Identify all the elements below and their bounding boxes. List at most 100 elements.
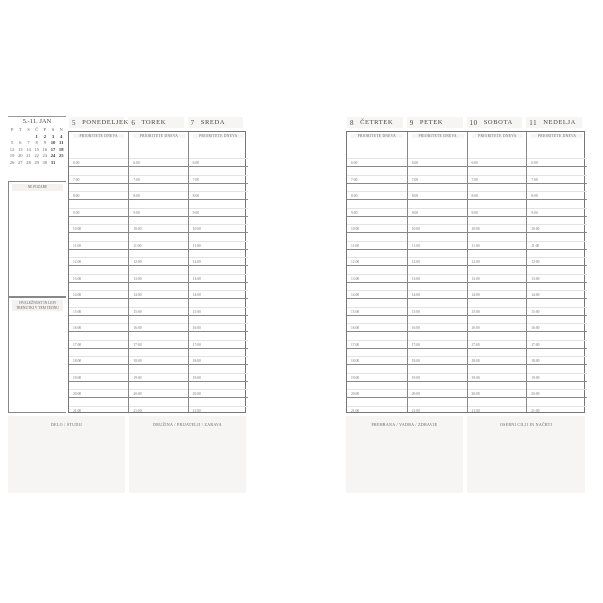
hour-slot[interactable]: 6:00 — [133, 161, 140, 165]
hour-slot[interactable]: 8:00 — [531, 194, 538, 198]
hour-slot[interactable]: 17:00 — [133, 342, 142, 347]
hour-slot[interactable]: 17:00 — [411, 342, 420, 347]
hour-slot[interactable]: 16:00 — [531, 326, 540, 330]
hour-slot[interactable]: 11:00 — [411, 243, 420, 248]
hour-slot[interactable]: 16:00 — [192, 326, 201, 330]
hour-slot[interactable]: 11:00 — [73, 243, 82, 248]
hour-slot[interactable]: 10:00 — [133, 227, 142, 231]
hour-slot[interactable]: 12:00 — [133, 260, 142, 264]
hour-slot[interactable]: 8:00 — [351, 194, 358, 198]
health-box[interactable]: PREHRANA / VADBA / ZDRAVJE — [346, 416, 463, 493]
hour-slot[interactable]: 13:00 — [411, 276, 420, 281]
hour-slot[interactable]: 14:00 — [133, 293, 142, 297]
hour-slot[interactable]: 19:00 — [471, 375, 480, 380]
hour-slot[interactable]: 8:00 — [133, 194, 140, 198]
hour-slot[interactable]: 8:00 — [192, 194, 200, 198]
hour-slot[interactable]: 15:00 — [73, 309, 82, 314]
hour-slot[interactable]: 12:00 — [73, 260, 82, 264]
hour-slot[interactable]: 19:00 — [73, 375, 82, 380]
hour-slot[interactable]: 7:00 — [471, 177, 478, 182]
hour-slot[interactable]: 15:00 — [192, 309, 201, 314]
hour-slot[interactable]: 14:00 — [471, 293, 480, 297]
hour-slot[interactable]: 13:00 — [73, 276, 82, 281]
hour-slot[interactable]: 9:00 — [471, 210, 478, 215]
hour-slot[interactable]: 11:00 — [471, 243, 480, 248]
hour-slot[interactable]: 12:00 — [351, 260, 360, 264]
work-box[interactable]: DELO / ŠTUDIJ — [8, 416, 125, 493]
hour-slot[interactable]: 19:00 — [351, 375, 360, 380]
hour-slot[interactable]: 10:00 — [471, 227, 480, 231]
hour-slot[interactable]: 20:00 — [411, 392, 420, 396]
hour-slot[interactable]: 10:00 — [411, 227, 420, 231]
hour-slot[interactable]: 13:00 — [471, 276, 480, 281]
hour-slot[interactable]: 19:00 — [531, 375, 540, 380]
hour-slot[interactable]: 16:00 — [411, 326, 420, 330]
hour-slot[interactable]: 20:00 — [73, 392, 82, 396]
hour-slot[interactable]: 17:00 — [351, 342, 360, 347]
hour-slot[interactable]: 18:00 — [471, 359, 480, 363]
hour-slot[interactable]: 17:00 — [471, 342, 480, 347]
hour-slot[interactable]: 10:00 — [531, 227, 540, 231]
hour-slot[interactable]: 21:00 — [73, 408, 82, 413]
hour-slot[interactable]: 13:00 — [531, 276, 540, 281]
hour-slot[interactable]: 13:00 — [192, 276, 201, 281]
hour-slot[interactable]: 15:00 — [351, 309, 360, 314]
hour-slot[interactable]: 20:00 — [531, 392, 540, 396]
hour-slot[interactable]: 18:00 — [531, 359, 540, 363]
hour-slot[interactable]: 16:00 — [133, 326, 142, 330]
hour-slot[interactable]: 14:00 — [73, 293, 82, 297]
hour-slot[interactable]: 12:00 — [411, 260, 420, 264]
hour-slot[interactable]: 21:00 — [471, 408, 480, 413]
hour-slot[interactable]: 15:00 — [531, 309, 540, 314]
hour-slot[interactable]: 17:00 — [192, 342, 201, 347]
hour-slot[interactable]: 9:00 — [73, 210, 80, 215]
hour-slot[interactable]: 7:00 — [411, 177, 419, 182]
hour-slot[interactable]: 14:00 — [531, 293, 540, 297]
hour-slot[interactable]: 7:00 — [192, 177, 200, 182]
hour-slot[interactable]: 20:00 — [192, 392, 201, 396]
hour-slot[interactable]: 7:00 — [73, 177, 80, 182]
hour-slot[interactable]: 12:00 — [192, 260, 201, 264]
hour-slot[interactable]: 15:00 — [471, 309, 480, 314]
hour-slot[interactable]: 21:00 — [411, 408, 420, 413]
hour-slot[interactable]: 16:00 — [73, 326, 82, 330]
hour-slot[interactable]: 16:00 — [351, 326, 360, 330]
hour-slot[interactable]: 16:00 — [471, 326, 480, 330]
hour-slot[interactable]: 10:00 — [351, 227, 360, 231]
hour-slot[interactable]: 13:00 — [351, 276, 360, 281]
hour-slot[interactable]: 14:00 — [192, 293, 201, 297]
hour-slot[interactable]: 8:00 — [471, 194, 478, 198]
hour-slot[interactable]: 8:00 — [73, 194, 80, 198]
hour-slot[interactable]: 19:00 — [411, 375, 420, 380]
hour-slot[interactable]: 12:00 — [531, 260, 540, 264]
hour-slot[interactable]: 11:00 — [351, 243, 360, 248]
hour-slot[interactable]: 17:00 — [531, 342, 540, 347]
hour-slot[interactable]: 10:00 — [192, 227, 201, 231]
hour-slot[interactable]: 9:00 — [531, 210, 538, 215]
hour-slot[interactable]: 6:00 — [73, 161, 80, 165]
hour-slot[interactable]: 20:00 — [133, 392, 142, 396]
hour-slot[interactable]: 19:00 — [192, 375, 201, 380]
hour-slot[interactable]: 20:00 — [471, 392, 480, 396]
hour-slot[interactable]: 19:00 — [133, 375, 142, 380]
hour-slot[interactable]: 18:00 — [351, 359, 360, 363]
hour-slot[interactable]: 14:00 — [351, 293, 360, 297]
hour-slot[interactable]: 6:00 — [411, 161, 419, 165]
hour-slot[interactable]: 11:00 — [192, 243, 201, 248]
hour-slot[interactable]: 6:00 — [471, 161, 478, 165]
hour-slot[interactable]: 7:00 — [133, 177, 140, 182]
hour-slot[interactable]: 18:00 — [411, 359, 420, 363]
hour-slot[interactable]: 21:00 — [133, 408, 142, 413]
hour-slot[interactable]: 11:00 — [133, 243, 142, 248]
hour-slot[interactable]: 20:00 — [351, 392, 360, 396]
hour-slot[interactable]: 15:00 — [411, 309, 420, 314]
hour-slot[interactable]: 9:00 — [411, 210, 419, 215]
hour-slot[interactable]: 15:00 — [133, 309, 142, 314]
hour-slot[interactable]: 9:00 — [192, 210, 200, 215]
goals-box[interactable]: OSEBNI CILJI IN NAČRTI — [467, 416, 585, 493]
hour-slot[interactable]: 18:00 — [192, 359, 201, 363]
hour-slot[interactable]: 12:00 — [471, 260, 480, 264]
hour-slot[interactable]: 17:00 — [73, 342, 82, 347]
hour-slot[interactable]: 21:00 — [531, 408, 540, 413]
hour-slot[interactable]: 9:00 — [351, 210, 358, 215]
